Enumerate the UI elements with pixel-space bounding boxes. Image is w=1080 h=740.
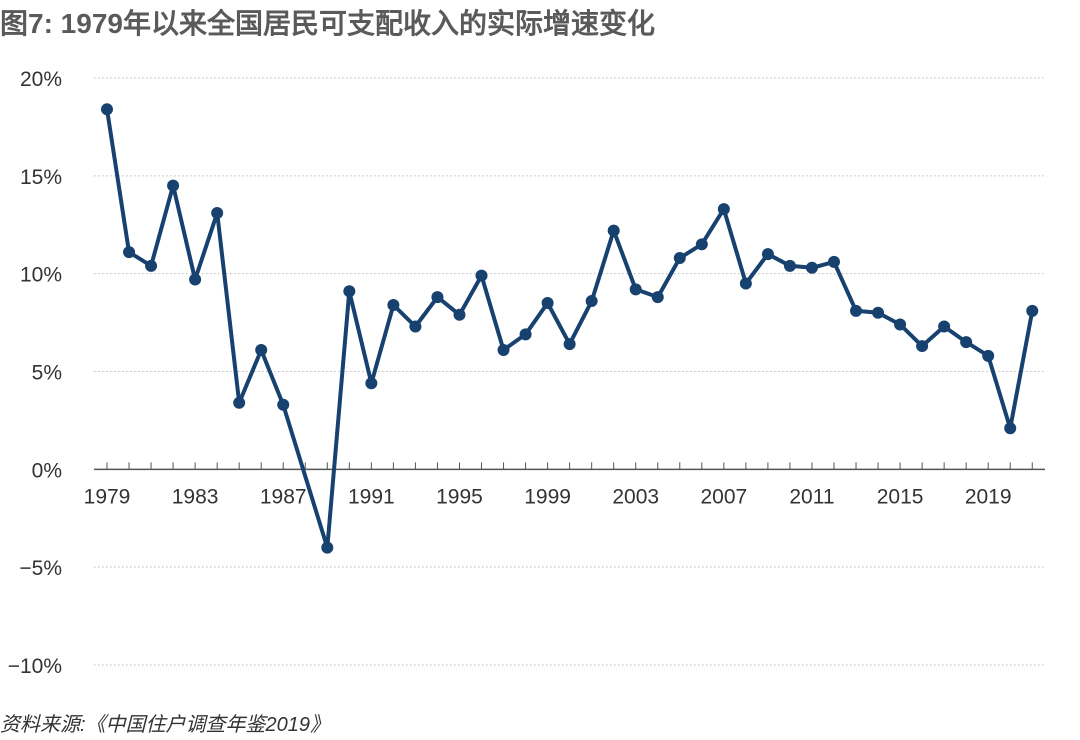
data-point bbox=[431, 291, 444, 304]
data-series bbox=[101, 103, 1039, 554]
x-tick-label: 1979 bbox=[84, 485, 131, 508]
y-tick-label: 10% bbox=[20, 264, 62, 287]
data-point bbox=[541, 297, 554, 310]
y-tick-label: 0% bbox=[32, 459, 62, 482]
y-tick-label: 15% bbox=[20, 166, 62, 189]
data-point bbox=[255, 343, 268, 356]
x-tick-label: 2019 bbox=[965, 485, 1012, 508]
source-note: 资料来源:《中国住户调查年鉴2019》 bbox=[0, 714, 331, 736]
y-tick-label: −10% bbox=[8, 655, 62, 678]
data-point bbox=[717, 203, 730, 216]
data-point bbox=[739, 277, 752, 290]
y-axis-ticks: 20% 15% 10% 5% 0% −5% −10% bbox=[8, 68, 62, 678]
data-point bbox=[233, 396, 246, 409]
x-tick-label: 2015 bbox=[877, 485, 924, 508]
data-point bbox=[982, 349, 995, 362]
data-point bbox=[960, 336, 973, 349]
data-point bbox=[695, 238, 708, 251]
data-point bbox=[211, 207, 224, 220]
data-point bbox=[894, 318, 907, 331]
data-point bbox=[629, 283, 642, 296]
series-line bbox=[105, 108, 1035, 550]
data-point bbox=[365, 377, 378, 390]
data-point bbox=[189, 273, 202, 286]
data-point bbox=[607, 224, 620, 237]
data-point bbox=[585, 295, 598, 308]
y-tick-label: 20% bbox=[20, 68, 62, 91]
data-point bbox=[872, 306, 885, 319]
data-point bbox=[167, 179, 180, 192]
data-point bbox=[497, 343, 510, 356]
y-tick-label: −5% bbox=[19, 557, 62, 580]
x-tick-label: 1987 bbox=[260, 485, 307, 508]
x-tick-label: 1995 bbox=[436, 485, 483, 508]
x-axis: 1979 1983 1987 1991 1995 1999 2003 2007 2011 2015… bbox=[84, 462, 1045, 508]
data-point bbox=[783, 259, 796, 272]
x-tick-label: 2011 bbox=[789, 485, 834, 508]
x-tick-label: 1999 bbox=[524, 485, 571, 508]
x-tick-label: 1983 bbox=[172, 485, 219, 508]
data-point bbox=[938, 320, 951, 333]
data-point bbox=[805, 261, 818, 274]
data-point bbox=[101, 103, 113, 116]
data-point bbox=[343, 285, 356, 298]
data-point bbox=[123, 246, 136, 259]
data-point bbox=[827, 255, 840, 268]
x-tick-label: 1991 bbox=[348, 485, 395, 508]
data-point bbox=[145, 259, 158, 272]
data-point bbox=[475, 269, 488, 282]
data-point bbox=[1004, 422, 1017, 435]
data-point bbox=[321, 541, 334, 554]
data-point bbox=[1026, 304, 1039, 317]
data-point bbox=[409, 320, 422, 333]
data-point bbox=[651, 291, 664, 304]
data-point bbox=[916, 340, 929, 353]
data-point bbox=[850, 304, 863, 317]
data-point bbox=[673, 252, 686, 265]
x-tick-label: 2007 bbox=[700, 485, 747, 508]
data-point bbox=[453, 308, 466, 321]
y-tick-label: 5% bbox=[32, 362, 62, 385]
data-point bbox=[387, 298, 400, 311]
data-point bbox=[519, 328, 532, 341]
data-point bbox=[761, 248, 774, 261]
chart-title: 图7: 1979年以来全国居民可支配收入的实际增速变化 bbox=[0, 8, 655, 39]
x-tick-label: 2003 bbox=[612, 485, 659, 508]
data-point bbox=[563, 338, 576, 351]
data-point bbox=[277, 398, 290, 411]
